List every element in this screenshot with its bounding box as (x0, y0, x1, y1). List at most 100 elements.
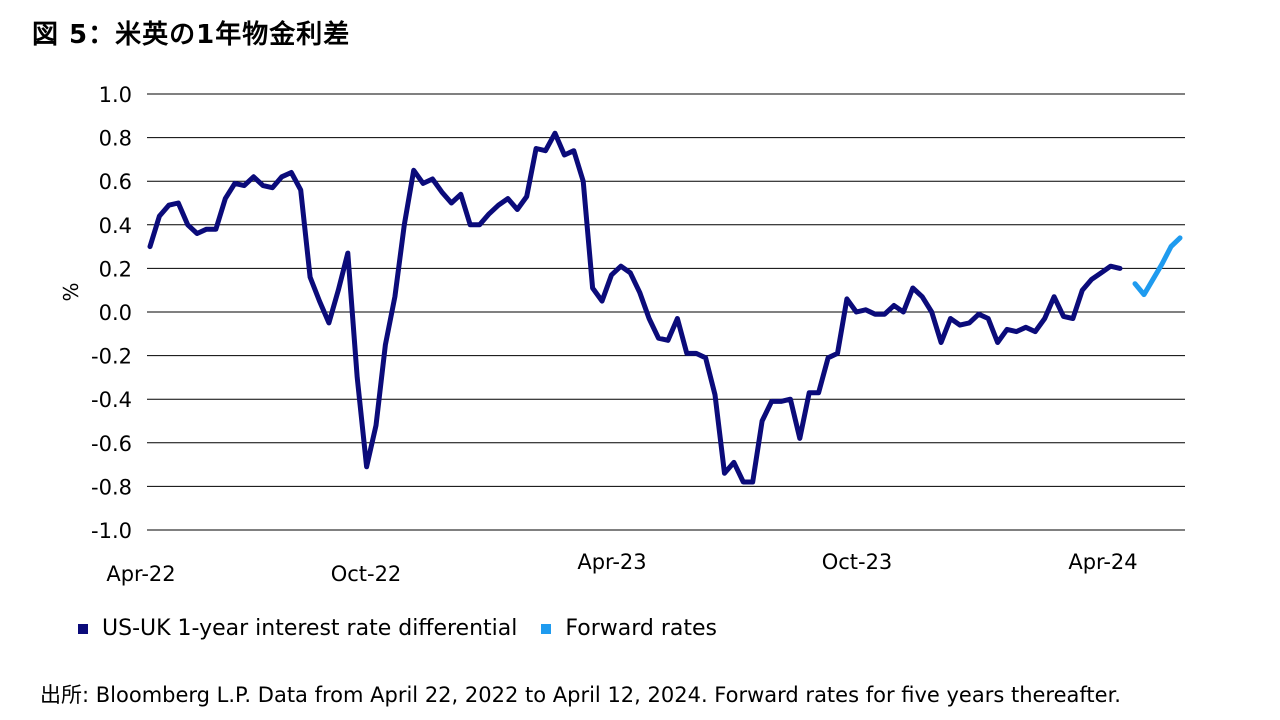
data-point-differential (591, 286, 595, 290)
legend-item-differential: US-UK 1-year interest rate differential (78, 616, 517, 641)
data-point-differential (892, 304, 896, 308)
y-tick-label: 0.8 (99, 127, 132, 151)
data-point-forward (1169, 245, 1173, 249)
data-point-differential (741, 480, 745, 484)
data-point-differential (836, 351, 840, 355)
data-point-differential (506, 197, 510, 201)
y-tick-label: 0.6 (99, 170, 132, 194)
x-tick-label: Apr-23 (577, 550, 646, 574)
data-point-differential (327, 321, 331, 325)
data-point-differential (252, 175, 256, 179)
data-point-differential (402, 223, 406, 227)
data-point-differential (864, 308, 868, 312)
data-point-differential (195, 232, 199, 236)
y-tick-label: -0.8 (91, 475, 132, 499)
data-point-differential (779, 399, 783, 403)
legend: US-UK 1-year interest rate differential … (78, 616, 741, 641)
data-point-forward (1178, 236, 1182, 240)
data-point-differential (996, 341, 1000, 345)
data-points (148, 131, 1182, 484)
data-point-differential (167, 203, 171, 207)
data-point-differential (854, 310, 858, 314)
data-point-differential (205, 227, 209, 231)
data-point-differential (346, 251, 350, 255)
source-note: 出所: Bloomberg L.P. Data from April 22, 2… (40, 683, 1121, 707)
data-point-differential (732, 460, 736, 464)
data-point-differential (939, 341, 943, 345)
y-tick-label: 0.2 (99, 257, 132, 281)
x-tick-label: Apr-24 (1068, 550, 1137, 574)
data-point-differential (1052, 295, 1056, 299)
data-point-differential (807, 391, 811, 395)
data-point-differential (817, 391, 821, 395)
data-point-differential (770, 399, 774, 403)
gridlines (147, 93, 1185, 531)
data-point-differential (647, 317, 651, 321)
x-tick-label: Apr-22 (106, 562, 175, 586)
data-point-differential (986, 317, 990, 321)
data-point-forward (1142, 293, 1146, 297)
data-point-differential (242, 184, 246, 188)
data-point-differential (1090, 277, 1094, 281)
data-point-differential (920, 295, 924, 299)
data-point-differential (1118, 266, 1122, 270)
data-point-differential (374, 423, 378, 427)
data-point-differential (365, 465, 369, 469)
data-point-differential (581, 179, 585, 183)
data-point-differential (553, 131, 557, 135)
line-chart: 1.0 0.8 0.6 0.4 0.2 0.0 -0.2 -0.4 -0.6 -0.8 -1.0 A… (59, 83, 1185, 586)
data-point-differential (336, 288, 340, 292)
data-point-differential (468, 223, 472, 227)
data-point-differential (600, 299, 604, 303)
data-point-differential (478, 223, 482, 227)
data-point-differential (610, 273, 614, 277)
data-point-differential (751, 480, 755, 484)
data-point-differential (449, 201, 453, 205)
data-point-differential (412, 168, 416, 172)
data-point-differential (845, 297, 849, 301)
data-point-differential (873, 312, 877, 316)
data-point-differential (1062, 314, 1066, 318)
y-tick-label: -0.2 (91, 345, 132, 369)
y-tick-label: 1.0 (99, 83, 132, 107)
y-tick-label: -1.0 (91, 519, 132, 543)
data-point-differential (261, 184, 265, 188)
legend-item-forward: Forward rates (541, 616, 717, 641)
data-point-differential (572, 149, 576, 153)
data-point-differential (798, 436, 802, 440)
data-point-differential (723, 471, 727, 475)
data-point-differential (1005, 327, 1009, 331)
data-point-differential (760, 419, 764, 423)
data-point-differential (826, 356, 830, 360)
data-point-differential (713, 393, 717, 397)
data-point-differential (487, 212, 491, 216)
data-point-forward (1160, 262, 1164, 266)
data-point-differential (666, 338, 670, 342)
data-point-differential (911, 286, 915, 290)
y-axis-label: % (59, 282, 83, 301)
data-point-differential (638, 290, 642, 294)
data-point-differential (186, 223, 190, 227)
series-forward-line (1132, 235, 1183, 298)
data-point-differential (1071, 317, 1075, 321)
data-point-differential (496, 203, 500, 207)
data-point-differential (949, 317, 953, 321)
data-point-differential (280, 175, 284, 179)
data-point-differential (534, 147, 538, 151)
data-point-differential (525, 195, 529, 199)
data-point-differential (675, 317, 679, 321)
data-point-differential (1099, 271, 1103, 275)
data-point-differential (694, 351, 698, 355)
data-point-differential (1109, 264, 1113, 268)
legend-swatch-forward (541, 623, 552, 634)
y-tick-label: 0.4 (99, 214, 132, 238)
data-point-differential (977, 312, 981, 316)
x-tick-labels: Apr-22 Oct-22 Apr-23 Oct-23 Apr-24 (106, 550, 1137, 586)
data-point-differential (704, 356, 708, 360)
data-point-differential (176, 201, 180, 205)
data-point-differential (958, 323, 962, 327)
y-tick-labels: 1.0 0.8 0.6 0.4 0.2 0.0 -0.2 -0.4 -0.6 -0.8 -1.0 (91, 83, 132, 543)
data-point-differential (1080, 288, 1084, 292)
data-point-differential (318, 299, 322, 303)
data-point-differential (157, 214, 161, 218)
